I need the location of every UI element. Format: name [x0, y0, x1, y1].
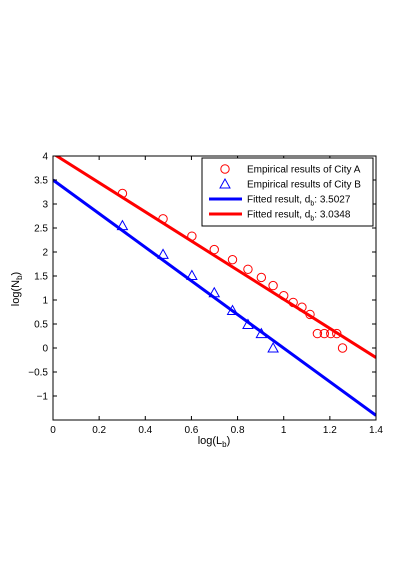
- point-a-13: [319, 328, 330, 339]
- x-tick-label-4: 0.8: [231, 425, 245, 436]
- fit-line-3: [53, 156, 376, 359]
- point-a-3: [209, 244, 219, 255]
- x-tick-label-7: 1.4: [369, 425, 383, 436]
- x-tick-label-3: 0.6: [184, 425, 198, 436]
- point-b-7: [267, 341, 279, 353]
- y-tick-label-5: 1.5: [34, 272, 48, 283]
- axes: [52, 155, 377, 421]
- ticks: 0 0.2 0.4 0.6 0.8 1 1.2 1.4 −1 −0.5 0 0.5 1 1.5 2 2.5 3 3…: [28, 152, 383, 437]
- x-tick-label-0: 0: [50, 425, 56, 436]
- x-tick-label-2: 0.4: [138, 425, 152, 436]
- data-layer: [53, 156, 376, 417]
- plot-frame: [52, 155, 377, 421]
- legend-label-0: Empirical results of City A: [247, 165, 361, 176]
- point-a-10: [297, 302, 307, 312]
- y-tick-label-10: 4: [42, 152, 48, 163]
- y-tick-label-0: −1: [37, 392, 49, 403]
- x-axis-label: log(Lb): [198, 435, 231, 449]
- point-a-14: [326, 328, 336, 339]
- point-b-3: [208, 286, 221, 298]
- point-b-5: [242, 318, 254, 329]
- y-tick-label-9: 3.5: [34, 176, 48, 187]
- point-a-9: [288, 297, 298, 308]
- point-b-4: [226, 304, 239, 316]
- point-a-1: [158, 214, 168, 224]
- point-b-1: [157, 248, 169, 259]
- fit-line-2: [53, 178, 376, 417]
- x-tick-label-6: 1.2: [323, 425, 337, 436]
- point-a-12: [312, 328, 323, 339]
- y-tick-label-8: 3: [42, 200, 48, 211]
- point-b-6: [255, 327, 268, 339]
- legend: Empirical results of City A Empirical res…: [201, 157, 374, 227]
- legend-circle-marker: [220, 164, 230, 174]
- point-a-5: [243, 264, 253, 274]
- y-tick-label-1: −0.5: [28, 368, 48, 379]
- point-a-2: [187, 231, 197, 241]
- x-tick-label-1: 0.2: [92, 425, 106, 436]
- legend-label-3: Fitted result, db: 3.0348: [247, 210, 351, 223]
- y-tick-label-3: 0.5: [34, 320, 48, 331]
- y-tick-label-7: 2.5: [34, 224, 48, 235]
- x-tick-label-5: 1: [281, 425, 287, 436]
- point-a-16: [337, 343, 348, 353]
- point-a-11: [305, 309, 315, 320]
- point-a-8: [279, 290, 289, 301]
- point-b-2: [186, 269, 198, 281]
- legend-label-1: Empirical results of City B: [247, 180, 361, 191]
- point-b-0: [116, 219, 129, 231]
- point-a-6: [256, 272, 267, 283]
- y-tick-label-6: 2: [42, 248, 48, 259]
- y-tick-label-4: 1: [42, 296, 48, 307]
- legend-label-2: Fitted result, db: 3.5027: [247, 195, 351, 208]
- legend-triangle-marker: [219, 177, 231, 189]
- point-a-7: [268, 280, 278, 291]
- point-a-15: [332, 328, 342, 339]
- point-a-4: [227, 254, 238, 265]
- y-axis-label: log(Nb): [10, 272, 24, 306]
- point-a-0: [117, 188, 128, 199]
- y-tick-label-2: 0: [42, 344, 48, 355]
